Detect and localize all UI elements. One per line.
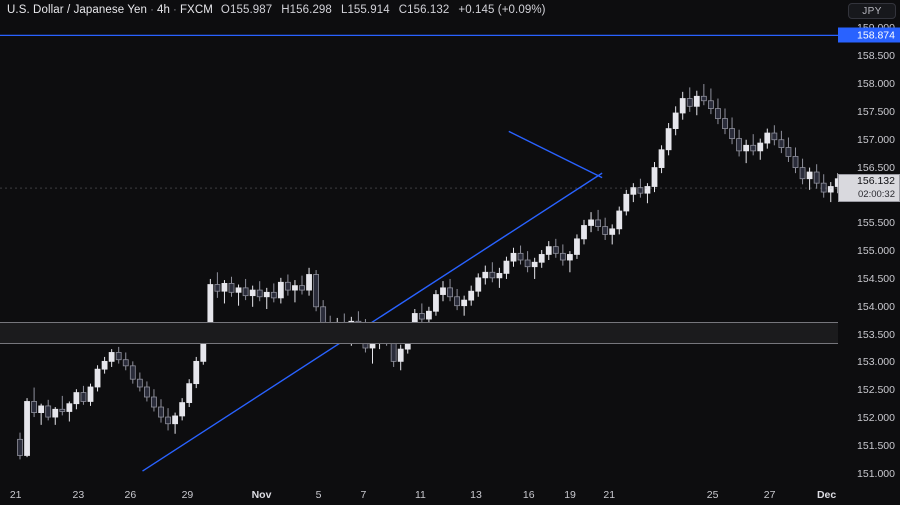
price-change: +0.145 (+0.09%) bbox=[458, 4, 546, 16]
time-tick-label: 26 bbox=[124, 489, 137, 501]
bar-countdown-timer: 02:00:32 bbox=[858, 189, 895, 201]
price-tick-label: 155.000 bbox=[857, 245, 895, 258]
chart-plot-area[interactable] bbox=[0, 20, 838, 485]
time-tick-label: Nov bbox=[251, 489, 272, 501]
axis-corner bbox=[838, 485, 900, 505]
currency-toggle-button[interactable]: JPY bbox=[848, 3, 896, 19]
high-value: H156.298 bbox=[281, 4, 332, 16]
price-tick-label: 156.500 bbox=[857, 161, 895, 174]
time-tick-label: 13 bbox=[470, 489, 482, 501]
time-tick-label: 29 bbox=[181, 489, 194, 501]
header-separator-2: · bbox=[173, 4, 177, 16]
chart-header: U.S. Dollar / Japanese Yen · 4h · FXCM O… bbox=[0, 0, 900, 20]
exchange-label[interactable]: FXCM bbox=[179, 4, 213, 16]
time-tick-label: 23 bbox=[72, 489, 85, 501]
price-tick-label: 155.500 bbox=[857, 217, 895, 230]
last-price-badge[interactable]: 156.132 02:00:32 bbox=[838, 174, 900, 203]
price-tick-label: 157.500 bbox=[857, 105, 895, 118]
price-tick-label: 154.500 bbox=[857, 272, 895, 285]
price-tick-label: 157.000 bbox=[857, 133, 895, 146]
time-tick-label: 27 bbox=[763, 489, 776, 501]
header-separator-1: · bbox=[150, 4, 154, 16]
price-tick-label: 151.500 bbox=[857, 440, 895, 453]
candlestick-canvas bbox=[0, 34, 838, 472]
time-tick-label: 25 bbox=[706, 489, 719, 501]
price-tick-label: 154.000 bbox=[857, 300, 895, 313]
support-zone-band bbox=[0, 322, 838, 344]
time-tick-label: 5 bbox=[315, 489, 322, 501]
price-tick-label: 158.500 bbox=[857, 50, 895, 63]
time-tick-label: 11 bbox=[414, 489, 426, 501]
time-tick-label: 21 bbox=[9, 489, 22, 501]
interval-label[interactable]: 4h bbox=[157, 4, 170, 16]
price-tick-label: 151.000 bbox=[857, 467, 895, 480]
close-value: C156.132 bbox=[398, 4, 450, 16]
symbol-name[interactable]: U.S. Dollar / Japanese Yen bbox=[7, 4, 148, 16]
ohlc-group: O155.987 H156.298 L155.914 C156.132 bbox=[221, 4, 449, 16]
time-axis[interactable]: 21 23 26 29 Nov 5 7 11 13 16 19 21 25 27 Dec bbox=[0, 485, 838, 505]
price-tick-label: 153.000 bbox=[857, 356, 895, 369]
time-tick-label: 21 bbox=[603, 489, 616, 501]
price-tick-label: 152.000 bbox=[857, 412, 895, 425]
last-price-value: 156.132 bbox=[857, 175, 895, 188]
time-tick-label: 19 bbox=[564, 489, 576, 501]
time-tick-label: 7 bbox=[360, 489, 367, 501]
time-tick-label: Dec bbox=[816, 489, 837, 501]
resistance-price-badge[interactable]: 158.874 bbox=[838, 27, 900, 43]
price-tick-label: 158.000 bbox=[857, 78, 895, 91]
price-axis[interactable]: 159.000158.500158.000157.500157.000156.5… bbox=[838, 20, 900, 485]
low-value: L155.914 bbox=[340, 4, 390, 16]
open-value: O155.987 bbox=[220, 4, 273, 16]
price-tick-label: 152.500 bbox=[857, 384, 895, 397]
time-tick-label: 16 bbox=[522, 489, 535, 501]
price-tick-label: 153.500 bbox=[857, 328, 895, 341]
